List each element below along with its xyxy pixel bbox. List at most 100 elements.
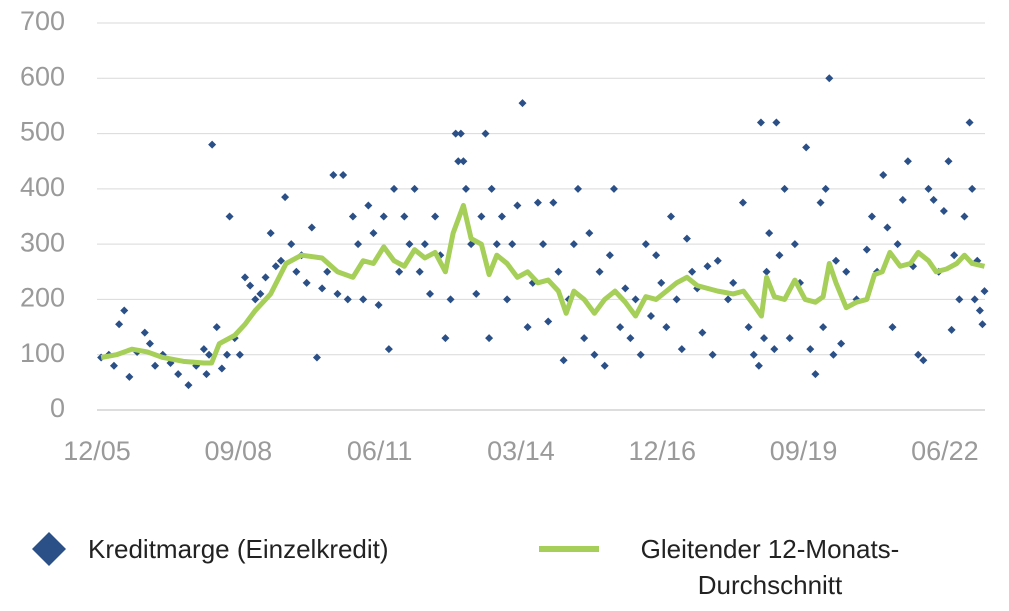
- scatter-point: [318, 284, 327, 293]
- scatter-point: [539, 240, 548, 249]
- scatter-point: [109, 361, 118, 370]
- scatter-point: [816, 198, 825, 207]
- legend-diamond: [32, 532, 66, 566]
- scatter-point: [590, 350, 599, 359]
- scatter-point: [451, 129, 460, 138]
- scatter-point: [223, 350, 232, 359]
- scatter-point: [970, 295, 979, 304]
- scatter-point: [518, 99, 527, 108]
- scatter-point: [621, 284, 630, 293]
- legend-label: Kreditmarge (Einzelkredit): [88, 534, 389, 564]
- y-tick-label: 200: [20, 283, 65, 313]
- scatter-point: [641, 240, 650, 249]
- scatter-point: [698, 328, 707, 337]
- scatter-point: [821, 184, 830, 193]
- scatter-point: [151, 361, 160, 370]
- scatter-point: [770, 345, 779, 354]
- y-tick-label: 400: [20, 172, 65, 202]
- scatter-point: [862, 245, 871, 254]
- scatter-point: [481, 129, 490, 138]
- scatter-point: [806, 345, 815, 354]
- scatter-point: [246, 281, 255, 290]
- scatter-point: [780, 184, 789, 193]
- moving-average-line: [100, 202, 986, 366]
- scatter-point: [359, 295, 368, 304]
- scatter-point: [302, 278, 311, 287]
- scatter-point: [241, 273, 249, 282]
- scatter-point: [585, 229, 594, 238]
- scatter-point: [472, 289, 481, 298]
- scatter-point: [919, 356, 928, 365]
- scatter-point: [968, 184, 977, 193]
- scatter-point: [312, 353, 321, 362]
- scatter-point: [523, 323, 532, 332]
- scatter-point: [446, 295, 455, 304]
- scatter-point: [893, 240, 902, 249]
- legend: Kreditmarge (Einzelkredit) Gleitender 12…: [0, 520, 1009, 611]
- scatter-point: [559, 356, 568, 365]
- legend-label: Gleitender 12-Monats-Durchschnitt: [640, 534, 900, 600]
- scatter-point: [251, 295, 260, 304]
- scatter-point: [202, 370, 211, 379]
- y-tick-label: 0: [50, 393, 65, 423]
- scatter-point: [343, 295, 352, 304]
- scatter-point: [646, 312, 655, 321]
- scatter-point: [944, 157, 953, 166]
- scatter-point: [738, 198, 747, 207]
- scatter-point: [276, 256, 285, 265]
- scatter-point: [765, 229, 774, 238]
- scatter-point: [652, 251, 661, 260]
- scatter-point: [580, 334, 589, 343]
- scatter-point: [682, 234, 691, 243]
- scatter-point: [287, 240, 296, 249]
- scatter-point: [205, 350, 214, 359]
- scatter-point: [140, 328, 149, 337]
- scatter-point: [703, 262, 712, 271]
- scatter-point: [903, 157, 912, 166]
- scatter-point: [929, 195, 938, 204]
- scatter-point: [775, 251, 784, 260]
- scatter-point: [772, 118, 781, 127]
- scatter-point: [879, 171, 888, 180]
- scatter-point: [677, 345, 686, 354]
- scatter-point: [756, 118, 765, 127]
- scatter-point: [145, 339, 154, 348]
- scatter-point: [533, 198, 542, 207]
- scatter-point: [456, 129, 465, 138]
- scatter-point: [605, 251, 614, 260]
- scatter-point: [329, 171, 338, 180]
- x-tick-label: 09/08: [205, 436, 273, 466]
- scatter-point: [947, 325, 956, 334]
- scatter-point: [431, 212, 440, 221]
- scatter-point: [600, 361, 609, 370]
- scatter-point: [426, 289, 434, 298]
- scatter-point: [965, 118, 974, 127]
- scatter-point: [708, 350, 717, 359]
- scatter-point: [415, 267, 424, 276]
- scatter-point: [898, 195, 907, 204]
- scatter-point: [513, 201, 522, 210]
- y-tick-label: 300: [20, 227, 65, 257]
- scatter-point: [595, 267, 604, 276]
- x-tick-label: 06/22: [911, 436, 979, 466]
- scatter-point: [762, 267, 771, 276]
- scatter-point: [281, 193, 290, 202]
- scatter-point: [811, 370, 820, 379]
- scatter-point: [802, 143, 811, 152]
- scatter-point: [867, 212, 876, 221]
- scatter-point: [831, 256, 840, 265]
- scatter-point: [390, 184, 399, 193]
- scatter-point: [744, 323, 753, 332]
- scatter-point: [384, 345, 393, 354]
- x-tick-label: 12/16: [628, 436, 696, 466]
- scatter-point: [410, 184, 419, 193]
- scatter-point: [217, 364, 226, 373]
- scatter-point: [819, 323, 828, 332]
- scatter-point: [454, 157, 463, 166]
- y-tick-label: 100: [20, 338, 65, 368]
- chart: 0 100 200 300 400 500 600 700 12/05 09/08 06/11 03/…: [20, 6, 989, 466]
- scatter-point: [667, 212, 676, 221]
- scatter-point: [400, 212, 409, 221]
- scatter-point: [978, 320, 987, 329]
